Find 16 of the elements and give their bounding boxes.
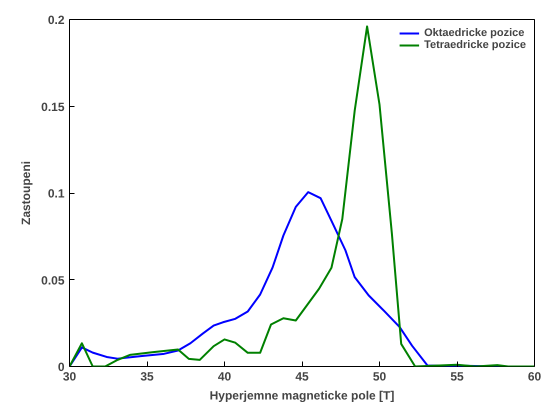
y-tick-label: 0.2 [48, 13, 65, 27]
y-tick-label: 0 [58, 360, 65, 374]
x-tick-label: 55 [450, 370, 464, 384]
legend-label: Oktaedricke pozice [424, 27, 524, 39]
x-tick-label: 45 [295, 370, 309, 384]
x-axis-title: Hyperjemne magneticke pole [T] [210, 388, 394, 402]
x-tick-label: 30 [62, 370, 76, 384]
y-tick-label: 0.1 [48, 186, 65, 200]
legend-label: Tetraedricke pozice [424, 39, 526, 51]
y-tick-label: 0.15 [41, 100, 65, 114]
x-tick-label: 40 [218, 370, 232, 384]
y-axis-title: Zastoupeni [19, 160, 34, 225]
y-tick-label: 0.05 [41, 273, 65, 288]
x-tick-label: 35 [140, 370, 154, 384]
x-tick-label: 50 [372, 370, 386, 384]
x-tick-label: 60 [528, 370, 542, 384]
